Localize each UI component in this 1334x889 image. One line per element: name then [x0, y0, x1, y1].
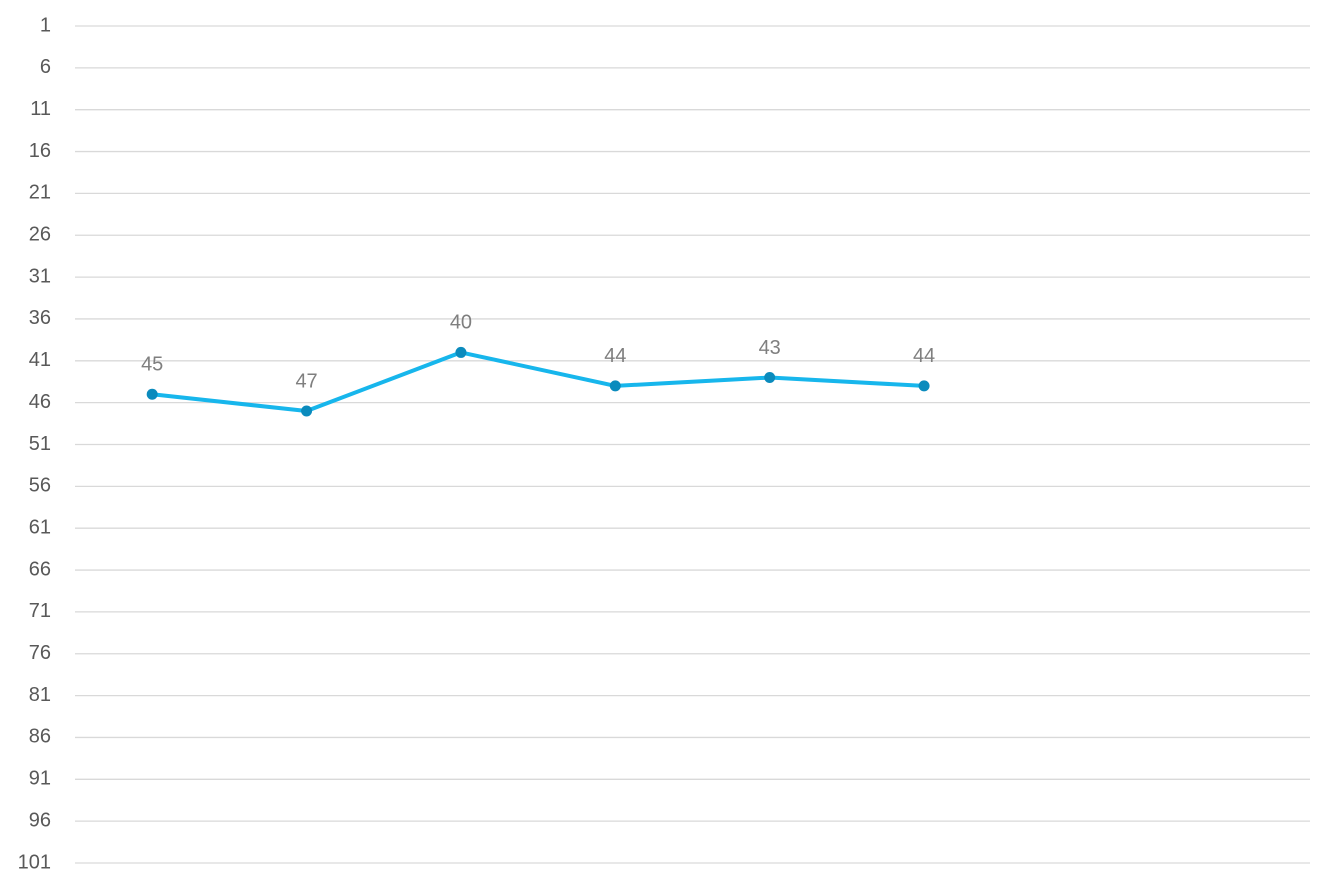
y-tick-label: 26	[29, 224, 51, 246]
data-label: 40	[450, 312, 472, 334]
data-label: 43	[759, 337, 781, 359]
point	[455, 346, 467, 358]
y-tick-label: 96	[29, 809, 51, 831]
y-tick-label: 46	[29, 391, 51, 413]
data-label: 44	[913, 345, 935, 367]
data-label: 44	[604, 345, 626, 367]
point	[146, 388, 158, 400]
y-tick-label: 66	[29, 558, 51, 580]
point	[301, 405, 313, 417]
y-tick-label: 71	[29, 600, 51, 622]
line-series	[151, 350, 925, 414]
point	[918, 380, 930, 392]
y-tick-label: 11	[30, 98, 51, 120]
y-tick-label: 31	[29, 265, 51, 287]
data-label: 45	[141, 354, 163, 376]
y-tick-label: 1	[40, 14, 51, 36]
y-tick-label: 21	[29, 182, 51, 204]
data-label: 47	[295, 370, 317, 392]
y-tick-label: 51	[29, 433, 51, 455]
y-tick-label: 6	[40, 56, 51, 78]
y-tick-label: 16	[29, 140, 51, 162]
point	[609, 380, 621, 392]
y-tick-label: 101	[18, 851, 51, 873]
y-tick-label: 76	[29, 642, 51, 664]
y-tick-label: 81	[29, 684, 51, 706]
y-tick-label: 91	[29, 768, 51, 790]
y-tick-label: 36	[29, 307, 51, 329]
y-tick-label: 56	[29, 475, 51, 497]
y-tick-label: 41	[29, 349, 51, 371]
point	[764, 372, 776, 384]
y-tick-label: 61	[29, 516, 51, 538]
y-tick-label: 86	[29, 726, 51, 748]
